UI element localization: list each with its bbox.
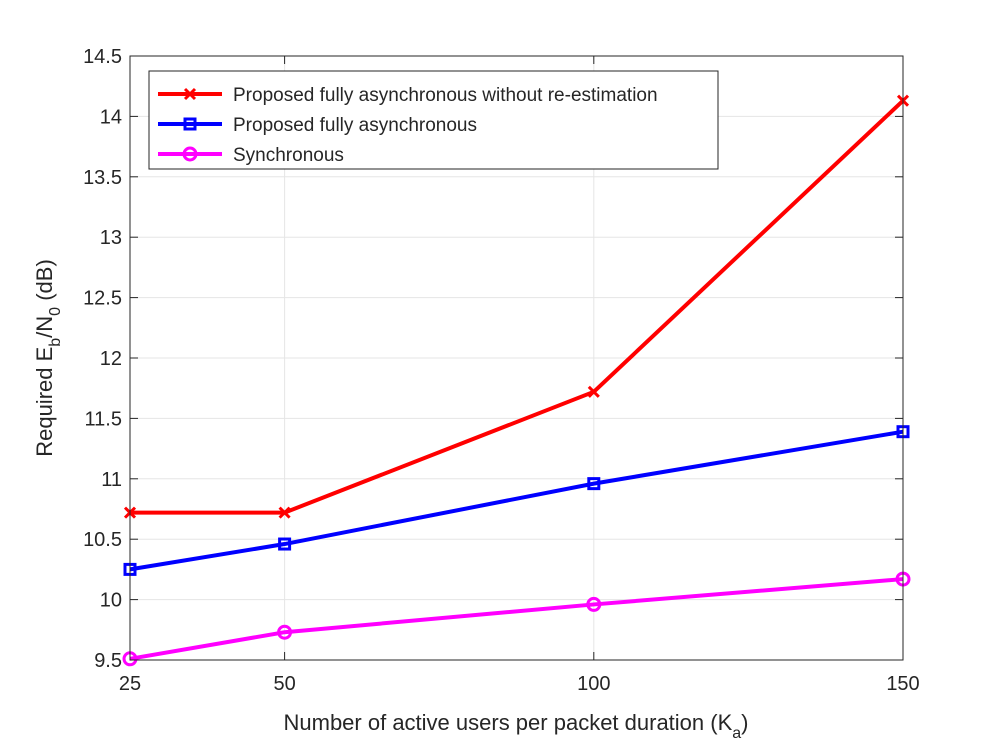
y-axis-label-main: Required E: [32, 347, 57, 457]
data-point: [278, 506, 291, 519]
series-layer: [122, 94, 911, 667]
x-tick-label: 50: [273, 673, 295, 695]
x-axis-label: Number of active users per packet durati…: [284, 710, 749, 742]
x-tick-label: 25: [119, 673, 141, 695]
y-tick-label: 10: [100, 590, 122, 612]
data-point: [587, 385, 600, 398]
y-axis-label-sub-b: b: [47, 338, 64, 347]
legend-entry: Proposed fully asynchronous without re-e…: [158, 85, 658, 106]
y-tick-label: 13: [100, 227, 122, 249]
y-tick-label: 10.5: [83, 529, 122, 551]
x-axis-label-end: ): [741, 710, 748, 735]
x-tick-label: 100: [577, 673, 610, 695]
y-tick-label: 14.5: [83, 46, 122, 68]
y-axis-label-mid: /N: [32, 316, 57, 338]
legend-label: Proposed fully asynchronous without re-e…: [233, 85, 658, 106]
x-axis-label-main: Number of active users per packet durati…: [284, 710, 733, 735]
series-line: [129, 429, 904, 572]
y-axis-label: Required Eb/N0 (dB): [32, 259, 64, 457]
y-tick-label: 13.5: [83, 167, 122, 189]
y-tick-label: 12.5: [83, 288, 122, 310]
legend-box: [148, 70, 719, 170]
square-marker: [183, 117, 197, 131]
x-tick-label: 150: [886, 673, 919, 695]
data-point: [278, 537, 292, 551]
y-tick-label: 11: [101, 469, 122, 491]
y-tick-label: 14: [100, 106, 122, 128]
y-tick-label: 12: [100, 348, 122, 370]
circle-marker: [182, 146, 198, 162]
x-marker: [183, 87, 197, 101]
data-point: [586, 596, 602, 612]
legend-entry: Synchronous: [158, 145, 344, 166]
data-point: [277, 624, 293, 640]
data-point: [587, 477, 601, 491]
y-tick-label: 9.5: [94, 650, 122, 672]
legend-entry: Proposed fully asynchronous: [158, 115, 477, 136]
y-axis-label-end: (dB): [32, 259, 57, 307]
legend-label: Proposed fully asynchronous: [233, 115, 477, 136]
series-1: [123, 94, 910, 519]
y-tick-label: 11.5: [85, 408, 122, 430]
ticks: 25 50 100 150 9.5 10 10.5 11 11.5 12 12.5 13 13.5 14 1…: [83, 46, 920, 695]
x-axis-label-sub: a: [732, 725, 741, 742]
legend: Proposed fully asynchronous without re-e…: [148, 70, 719, 170]
series-line: [129, 577, 904, 661]
series-line: [130, 99, 905, 515]
y-axis-label-sub-0: 0: [47, 307, 64, 316]
legend-label: Synchronous: [233, 145, 344, 166]
